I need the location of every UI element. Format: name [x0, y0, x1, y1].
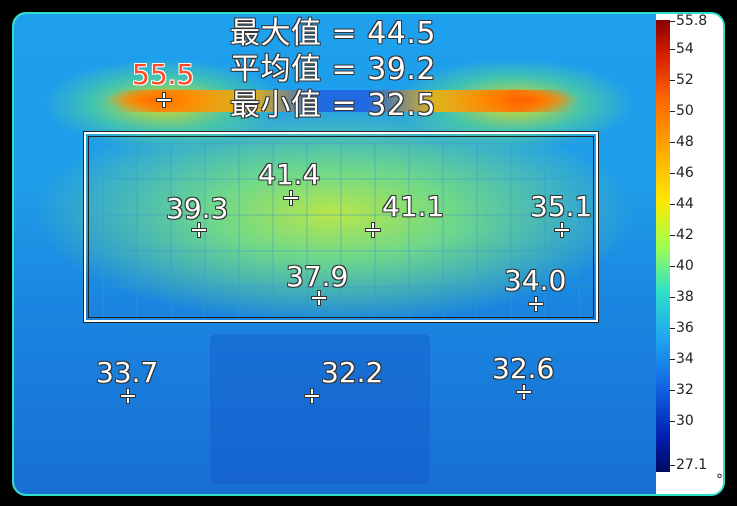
scale-tick: 42 [670, 228, 694, 242]
point-value-palm-center: 32.2 [321, 356, 384, 389]
scale-tick: 32 [670, 383, 694, 397]
scale-min: 27.1 [670, 458, 707, 472]
point-value-kb-right: 35.1 [530, 190, 593, 223]
scale-tick: 30 [670, 414, 694, 428]
scale-tick: 36 [670, 321, 694, 335]
touchpad-area [210, 334, 430, 484]
measurement-region-box [83, 131, 599, 323]
point-value-kb-bottom-right: 34.0 [504, 264, 567, 297]
temperature-color-scale [656, 20, 670, 472]
stat-avg: 平均值 = 39.2 [230, 52, 437, 87]
thermal-image: 最大值 = 44.5 平均值 = 39.2 最小值 = 32.5 55.5 41… [14, 14, 656, 494]
scale-tick: 44 [670, 197, 694, 211]
crosshair-icon [192, 223, 206, 237]
crosshair-icon [157, 93, 171, 107]
statistics-overlay: 最大值 = 44.5 平均值 = 39.2 最小值 = 32.5 [230, 16, 436, 124]
scale-tick: 52 [670, 73, 694, 87]
stat-max: 最大值 = 44.5 [230, 16, 437, 51]
point-value-kb-center: 41.1 [382, 190, 445, 223]
crosshair-icon [121, 389, 135, 403]
crosshair-icon [284, 191, 298, 205]
crosshair-icon [517, 385, 531, 399]
temperature-scale-labels: 55.8 54 52 50 48 46 44 42 40 38 36 34 32… [670, 14, 723, 494]
crosshair-icon [366, 223, 380, 237]
point-value-hot-left: 55.5 [132, 58, 195, 91]
point-value-palm-right: 32.6 [492, 352, 555, 385]
hinge-hotspot [114, 90, 574, 112]
crosshair-icon [555, 223, 569, 237]
crosshair-icon [312, 291, 326, 305]
thermal-image-frame: 最大值 = 44.5 平均值 = 39.2 最小值 = 32.5 55.5 41… [12, 12, 725, 496]
crosshair-icon [529, 297, 543, 311]
keyboard-area [102, 142, 602, 322]
scale-tick: 38 [670, 290, 694, 304]
stat-min: 最小值 = 32.5 [230, 88, 437, 123]
point-value-kb-bottom: 37.9 [286, 260, 349, 293]
point-value-kb-top: 41.4 [258, 158, 321, 191]
scale-tick: 40 [670, 259, 694, 273]
scale-max: 55.8 [670, 14, 707, 28]
scale-tick: 50 [670, 104, 694, 118]
scale-tick: 54 [670, 42, 694, 56]
point-value-kb-left: 39.3 [166, 192, 229, 225]
scale-tick: 34 [670, 352, 694, 366]
crosshair-icon [305, 389, 319, 403]
scale-tick: 48 [670, 135, 694, 149]
scale-unit: °C [716, 472, 723, 488]
scale-tick: 46 [670, 166, 694, 180]
point-value-palm-left: 33.7 [96, 356, 159, 389]
